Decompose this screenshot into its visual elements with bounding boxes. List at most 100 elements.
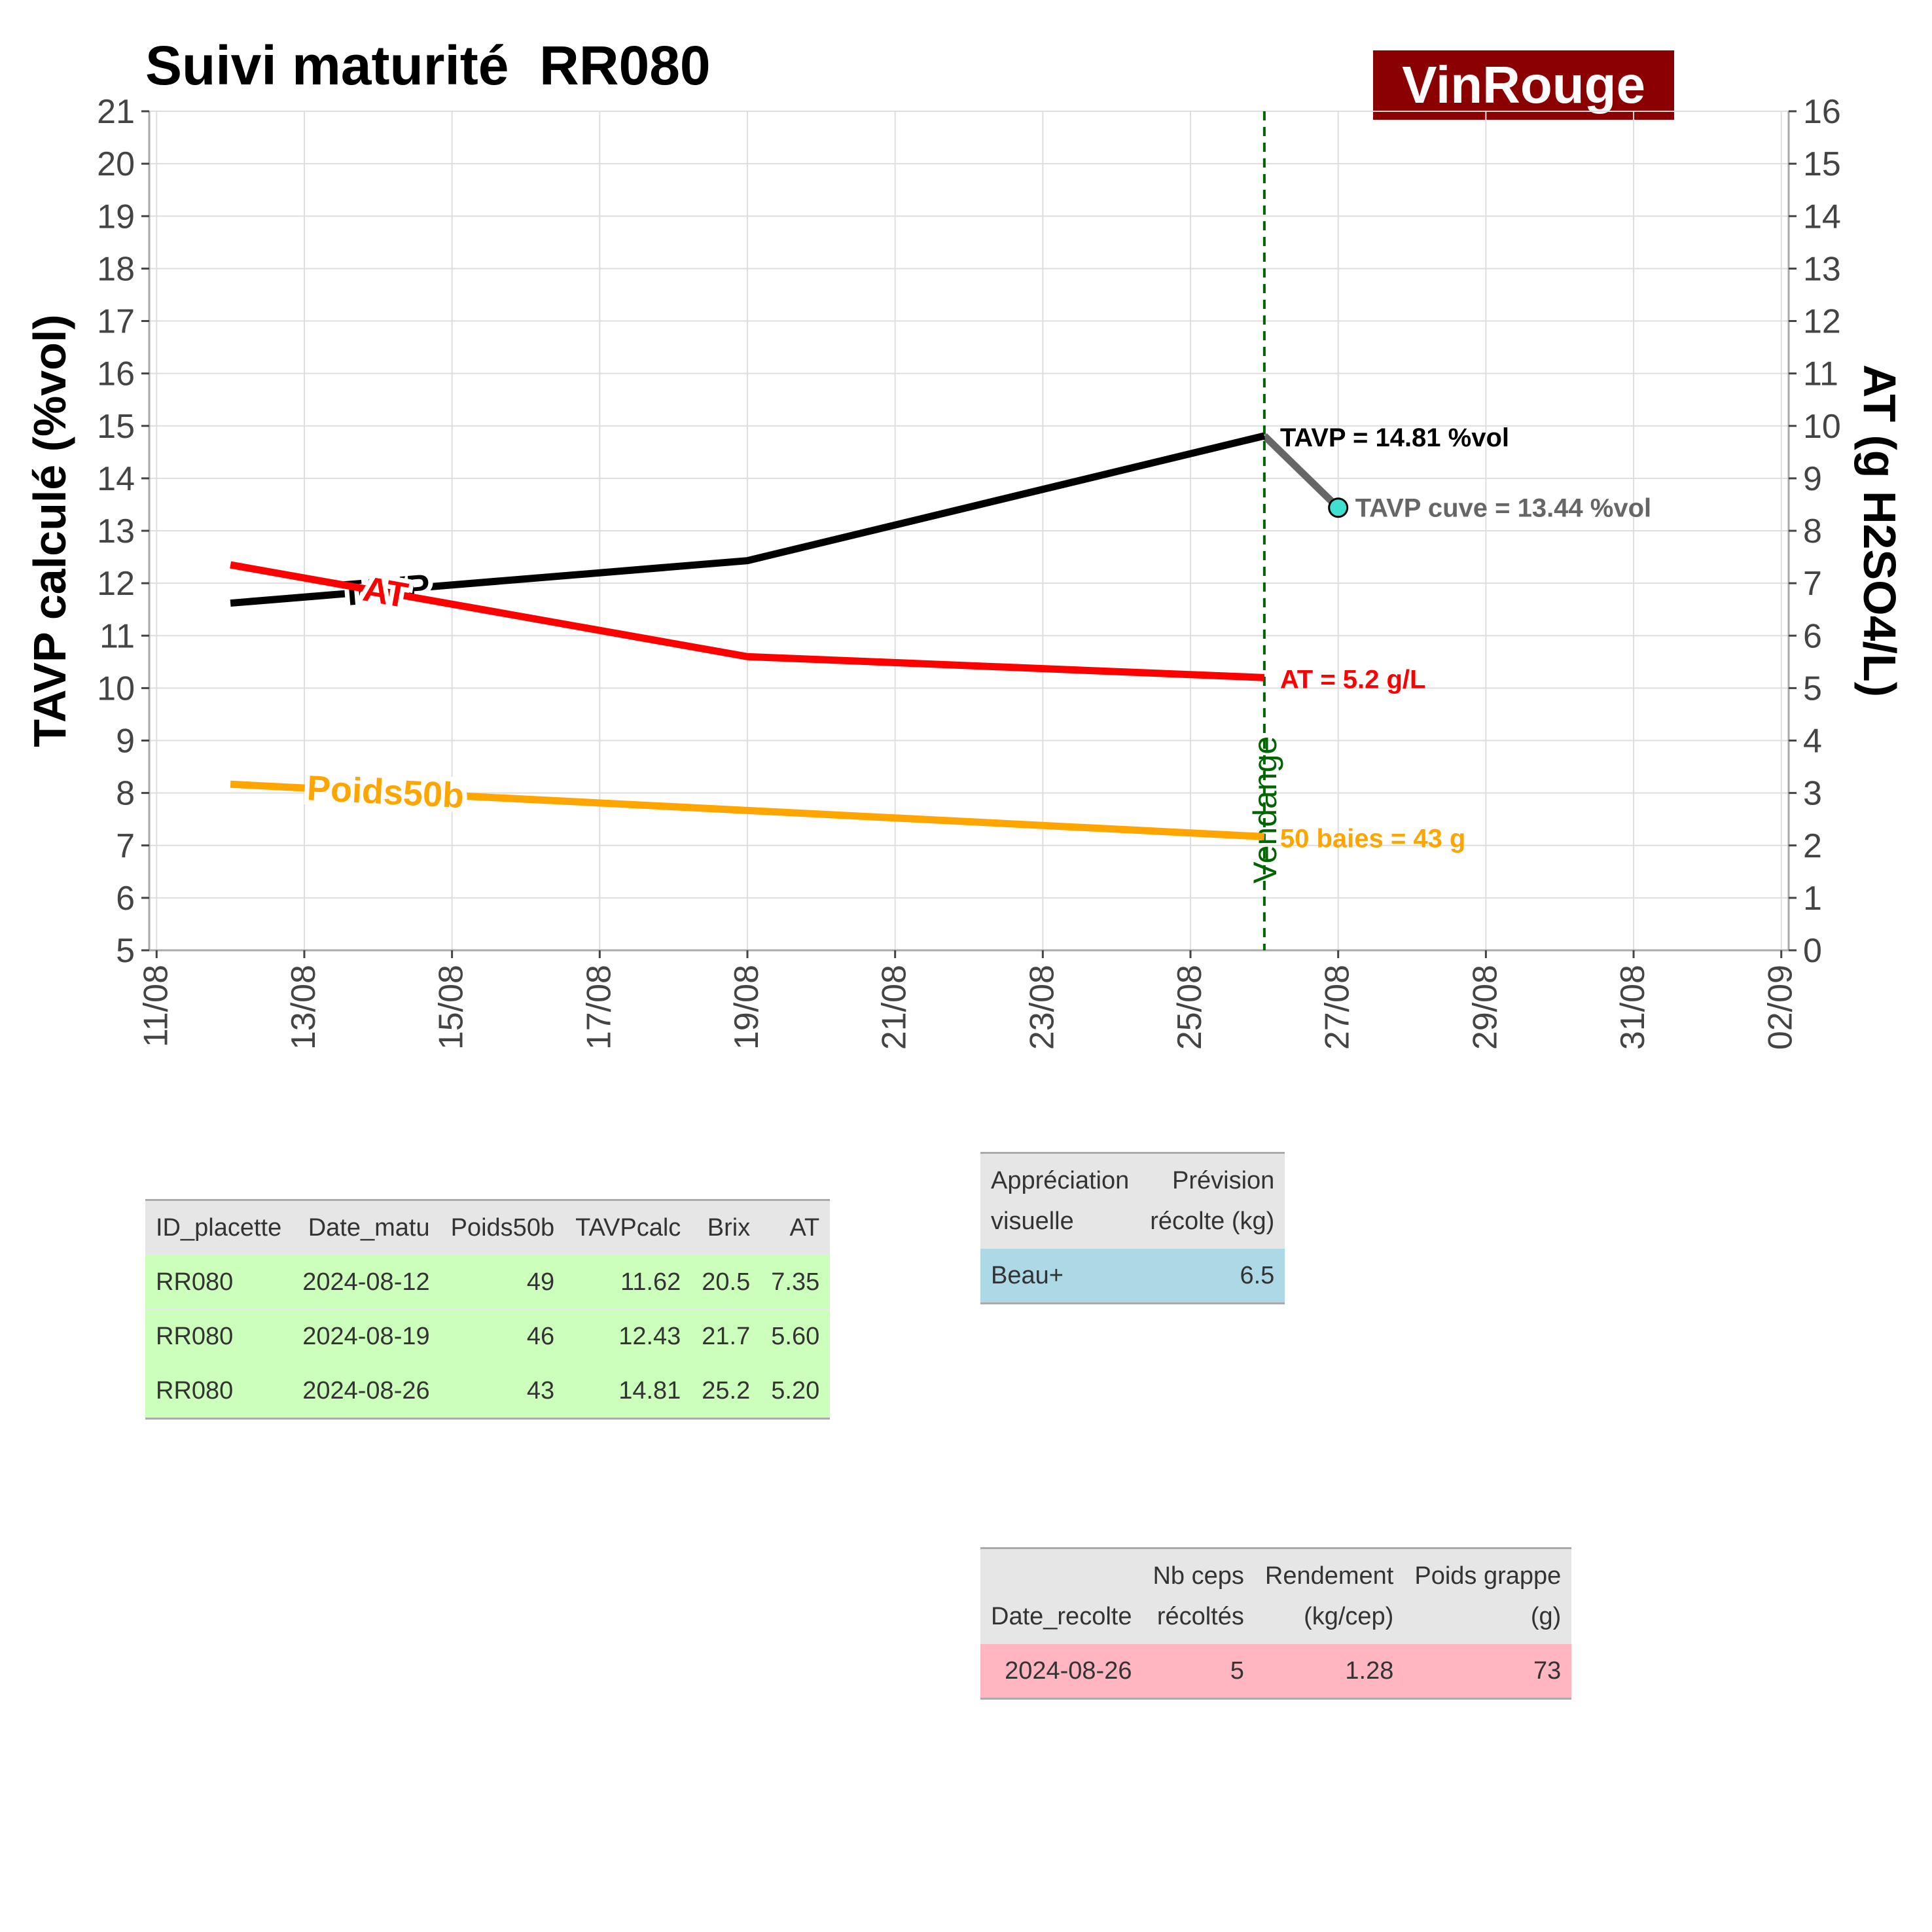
table-cell: 5.60 [760,1309,831,1364]
table-cell: 21.7 [691,1309,761,1364]
table-cell: 2024-08-19 [292,1309,440,1364]
table-cell: 46 [440,1309,565,1364]
table-row: RR080 2024-08-19 46 12.43 21.7 5.60 [145,1309,831,1364]
y-right-tick-label: 2 [1803,827,1822,865]
cuve-point [1328,497,1349,518]
x-tick-label: 27/08 [1319,965,1357,1050]
page-title: Suivi maturité RR080 [145,35,711,96]
series-inline-label-at: AT [360,569,410,616]
x-tick-label: 21/08 [876,965,914,1050]
table-cell: 7.35 [760,1255,831,1310]
col-header: Date_recolte [980,1548,1143,1644]
series-line-poids50b [230,780,1265,840]
y-right-tick-label: 7 [1803,565,1822,603]
table-cell: RR080 [145,1255,293,1310]
y-right-tick-label: 15 [1803,145,1841,183]
x-tick-label: 23/08 [1023,965,1061,1050]
y-left-tick-label: 19 [97,198,135,236]
series-line-tavp [230,432,1266,607]
maturite-table: ID_placette Date_matu Poids50b TAVPcalc … [145,1199,831,1420]
y-left-tick-label: 6 [116,880,135,918]
x-tick-label: 25/08 [1171,965,1209,1050]
table-cell: 1.28 [1254,1643,1404,1699]
series-end-label-at: AT = 5.2 g/L [1280,665,1426,694]
table-cell: RR080 [145,1363,293,1419]
table-cell: 2024-08-26 [980,1643,1143,1699]
x-tick-label: 31/08 [1614,965,1652,1050]
col-header: TAVPcalc [565,1200,692,1255]
y-right-tick-label: 0 [1803,932,1822,970]
y-right-tick-label: 14 [1803,198,1841,236]
y-right-tick-label: 10 [1803,408,1841,446]
vendange-label: Vendange [1247,736,1283,884]
y-right-axis-title: AT (g H2SO4/L) [1854,365,1905,697]
col-header: Date_matu [292,1200,440,1255]
y-left-tick-label: 10 [97,670,135,707]
y-right-tick-label: 8 [1803,512,1822,550]
appreciation-table: Appréciation visuelle Prévision récolte (k… [980,1152,1285,1304]
x-tick-label: 02/09 [1762,965,1800,1050]
table-row: RR080 2024-08-12 49 11.62 20.5 7.35 [145,1255,831,1310]
table-row: RR080 2024-08-26 43 14.81 25.2 5.20 [145,1363,831,1419]
table-cell: Beau+ [980,1248,1140,1304]
table-cell: 14.81 [565,1363,692,1419]
table-cell: 2024-08-12 [292,1255,440,1310]
y-left-tick-label: 7 [116,827,135,865]
y-left-tick-label: 21 [97,93,135,131]
y-left-tick-label: 18 [97,250,135,288]
table-cell: RR080 [145,1309,293,1364]
y-left-tick-label: 17 [97,303,135,341]
y-right-tick-label: 1 [1803,880,1822,918]
y-right-tick-label: 9 [1803,460,1822,498]
table-cell: 12.43 [565,1309,692,1364]
table-cell: 20.5 [691,1255,761,1310]
series-end-label-tavp: TAVP = 14.81 %vol [1280,423,1509,452]
y-left-tick-label: 11 [99,617,135,655]
col-header: Brix [691,1200,761,1255]
x-tick-label: 29/08 [1466,965,1504,1050]
y-left-tick-label: 12 [97,565,135,603]
col-header: ID_placette [145,1200,293,1255]
series-line-at [230,561,1265,681]
x-tick-label: 13/08 [285,965,323,1050]
y-right-tick-label: 11 [1803,355,1838,393]
y-right-tick-label: 6 [1803,617,1822,655]
y-right-tick-label: 16 [1803,93,1841,131]
table-cell: 43 [440,1363,565,1419]
y-left-tick-label: 15 [97,408,135,446]
table-cell: 6.5 [1139,1248,1285,1304]
x-tick-label: 19/08 [728,965,766,1050]
series-inline-label-poids50b: Poids50b [306,768,465,815]
y-left-tick-label: 5 [116,932,135,970]
table-cell: 25.2 [691,1363,761,1419]
y-left-tick-label: 9 [116,723,135,760]
table-row: 2024-08-26 5 1.28 73 [980,1643,1572,1699]
y-left-tick-label: 16 [97,355,135,393]
table-cell: 49 [440,1255,565,1310]
recolte-table: Date_recolte Nb ceps récoltés Rendement (k… [980,1547,1572,1700]
col-header: Prévision récolte (kg) [1139,1153,1285,1249]
y-right-tick-label: 3 [1803,775,1822,813]
brand-badge: VinRouge [1373,50,1674,120]
table-cell: 5 [1142,1643,1255,1699]
col-header: Rendement (kg/cep) [1254,1548,1404,1644]
x-tick-label: 17/08 [580,965,618,1050]
y-right-tick-label: 12 [1803,303,1841,341]
y-left-tick-label: 14 [97,460,135,498]
y-right-tick-label: 5 [1803,670,1822,707]
table-cell: 2024-08-26 [292,1363,440,1419]
cuve-segment [1262,433,1341,510]
y-right-tick-label: 13 [1803,250,1841,288]
y-left-tick-label: 8 [116,775,135,813]
cuve-label: TAVP cuve = 13.44 %vol [1355,494,1651,523]
y-right-tick-label: 4 [1803,723,1822,760]
maturity-chart: 5678910111213141516171819202101234567891… [24,93,1905,1050]
x-tick-label: 11/08 [137,965,175,1047]
table-cell: 11.62 [565,1255,692,1310]
table-row: Beau+ 6.5 [980,1248,1285,1304]
y-left-tick-label: 13 [97,512,135,550]
col-header: Appréciation visuelle [980,1153,1140,1249]
table-cell: 5.20 [760,1363,831,1419]
y-left-axis-title: TAVP calculé (%vol) [24,314,75,747]
col-header: Poids grappe (g) [1404,1548,1572,1644]
